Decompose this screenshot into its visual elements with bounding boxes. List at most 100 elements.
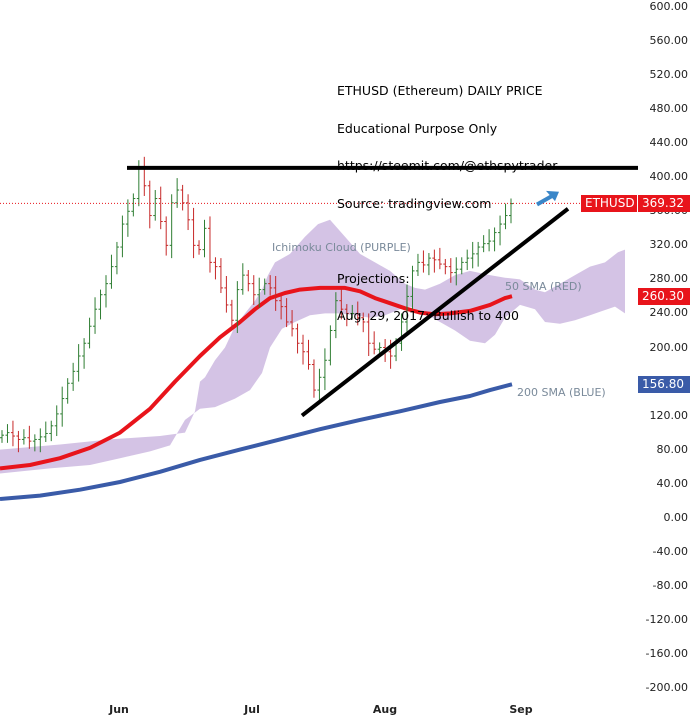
candle: [103, 275, 108, 308]
candle: [498, 215, 503, 246]
x-tick-label: Jul: [244, 703, 260, 716]
sma-50-label: 50 SMA (RED): [505, 280, 582, 293]
x-tick-label: Aug: [372, 703, 398, 716]
y-tick-label: -40.00: [652, 544, 688, 558]
info-line: https://steemit.com/@ethspytrader: [337, 158, 558, 173]
candle: [218, 258, 223, 294]
candle: [415, 253, 420, 276]
x-tick-label: Jun: [109, 703, 129, 716]
sma-200-line: [0, 382, 513, 501]
trend-line: [300, 207, 570, 418]
candle: [87, 317, 92, 349]
candle: [405, 284, 410, 333]
candle: [60, 386, 65, 427]
y-tick-label: 480.00: [649, 102, 689, 116]
candle: [410, 265, 415, 310]
sma-50-price-tag: 260.30: [638, 287, 690, 305]
candle: [344, 304, 349, 327]
candle: [503, 203, 508, 230]
info-line: ETHUSD (Ethereum) DAILY PRICE: [337, 83, 543, 98]
sma-50-path: [0, 285, 513, 471]
candle: [169, 194, 174, 259]
sma-200-path: [0, 382, 513, 501]
candle: [98, 289, 103, 320]
info-line: Source: tradingview.com: [337, 195, 492, 211]
y-tick-label: 440.00: [649, 136, 689, 150]
candle: [279, 295, 284, 320]
candle: [284, 298, 289, 328]
candle: [454, 257, 459, 286]
candle: [164, 216, 169, 256]
candle: [49, 420, 54, 442]
candle: [459, 257, 464, 275]
candle: [109, 254, 114, 289]
candle: [120, 215, 125, 258]
sma-200-price-tag: 156.80: [638, 375, 690, 393]
candle: [229, 299, 234, 331]
y-tick-label: -200.00: [645, 681, 688, 694]
candle: [476, 241, 481, 267]
candle: [213, 257, 218, 280]
ichimoku-cloud-area: [0, 219, 625, 474]
candle: [339, 288, 344, 320]
y-tick-label: 600.00: [649, 0, 689, 13]
candle: [366, 313, 371, 357]
y-tick-label: 560.00: [649, 34, 689, 48]
x-tick-label: Sep: [509, 703, 533, 716]
candle: [93, 297, 98, 334]
candle: [186, 194, 191, 231]
candle: [306, 339, 311, 370]
candle: [27, 425, 32, 449]
candle: [426, 253, 431, 276]
y-tick-label: 320.00: [649, 238, 689, 252]
ichimoku-cloud: [0, 219, 625, 474]
candle: [328, 325, 333, 366]
candle: [114, 241, 119, 275]
candle: [317, 368, 322, 401]
candle: [246, 270, 251, 292]
candle: [224, 275, 229, 313]
candle: [443, 258, 448, 275]
info-line: Aug. 29, 2017: Bullish to 400: [337, 308, 519, 323]
candle: [65, 378, 70, 404]
y-tick-label: 400.00: [649, 170, 689, 184]
candle: [290, 310, 295, 337]
candle: [492, 227, 497, 252]
candle: [202, 219, 207, 258]
y-tick-label: 280.00: [649, 272, 689, 286]
candle: [273, 275, 278, 311]
candle: [448, 258, 453, 283]
candle: [257, 277, 262, 308]
candle: [16, 430, 21, 453]
candle: [432, 249, 437, 273]
candle: [125, 199, 130, 237]
candle: [235, 281, 240, 334]
candle: [142, 156, 147, 196]
candle: [10, 420, 15, 447]
y-tick-label: 200.00: [649, 340, 689, 354]
y-tick-label: -160.00: [645, 646, 688, 660]
candle: [399, 313, 404, 351]
candle: [180, 184, 185, 211]
candle: [43, 421, 48, 442]
candle: [487, 229, 492, 252]
projection-arrow-shaft: [536, 194, 553, 207]
sma-50-line: [0, 285, 513, 471]
candle: [131, 193, 136, 217]
info-line: Projections:: [337, 270, 410, 286]
candle: [76, 344, 81, 382]
ichimoku-label: Ichimoku Cloud (PURPLE): [272, 241, 411, 254]
candle: [32, 434, 37, 452]
candlesticks: [0, 156, 513, 453]
candle: [153, 190, 158, 221]
candle: [322, 348, 327, 391]
candle: [262, 278, 267, 295]
candle: [0, 430, 4, 443]
y-tick-label: 520.00: [649, 68, 689, 82]
last-price-tag: 369.32: [638, 194, 690, 212]
chart-info-text: ETHUSD (Ethereum) DAILY PRICE Educationa…: [337, 60, 557, 335]
candle: [21, 429, 26, 445]
y-tick-label: -120.00: [645, 612, 688, 626]
candle: [240, 263, 245, 295]
candle: [355, 301, 360, 326]
